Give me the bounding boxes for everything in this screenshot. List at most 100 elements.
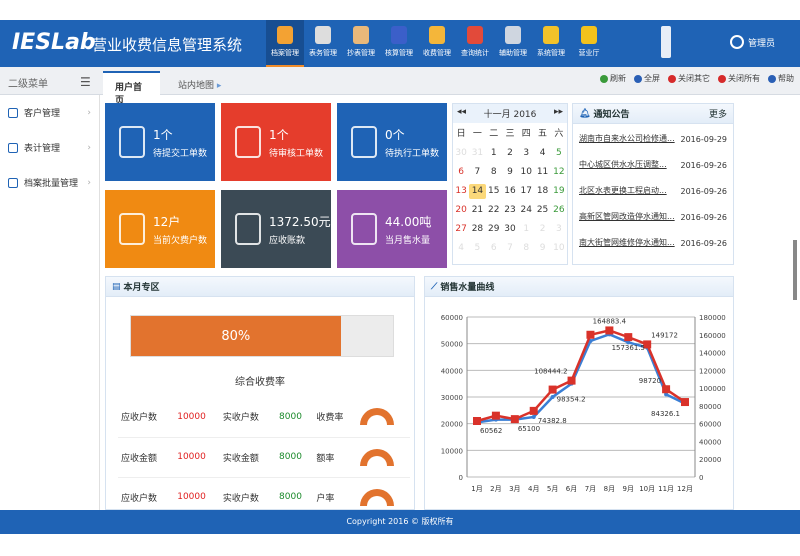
notice-link[interactable]: 南大街管网维修停水通知... bbox=[579, 238, 675, 247]
y-left-tick: 60000 bbox=[441, 314, 463, 322]
calendar-day[interactable]: 23 bbox=[504, 205, 516, 215]
calendar-day[interactable]: 10 bbox=[520, 167, 532, 177]
prev-month-button[interactable]: ◂◂ bbox=[457, 107, 467, 117]
stat-card[interactable]: 0个 待执行工单数 bbox=[337, 103, 447, 181]
notice-link[interactable]: 中心城区供水水压调整... bbox=[579, 160, 667, 169]
progress-label: 80% bbox=[221, 328, 251, 344]
calendar-day[interactable]: 9 bbox=[539, 243, 546, 253]
notice-item[interactable]: 高新区管网改造停水通知... 2016-09-26 bbox=[573, 204, 733, 230]
calendar-day[interactable]: 20 bbox=[455, 205, 467, 215]
calendar-day[interactable]: 12 bbox=[553, 167, 565, 177]
x-tick: 6月 bbox=[566, 485, 577, 493]
stat-card[interactable]: 12户 当前欠费户数 bbox=[105, 190, 215, 268]
stats-cell: 8000 bbox=[276, 397, 314, 438]
calendar-day[interactable]: 9 bbox=[507, 167, 513, 177]
notice-item[interactable]: 北区水表更换工程启动... 2016-09-26 bbox=[573, 178, 733, 204]
nav-item[interactable]: 查询统计 bbox=[456, 20, 494, 67]
close-tab-icon[interactable]: ▸ bbox=[216, 81, 222, 91]
nav-icon bbox=[353, 26, 369, 44]
calendar-day[interactable]: 7 bbox=[507, 243, 513, 253]
calendar-day[interactable]: 2 bbox=[507, 148, 513, 158]
calendar-day[interactable]: 18 bbox=[536, 186, 549, 196]
notice-link[interactable]: 高新区管网改造停水通知... bbox=[579, 212, 675, 221]
tool-button[interactable]: 帮助 bbox=[768, 73, 794, 84]
nav-item[interactable]: 档案管理 bbox=[266, 20, 304, 67]
calendar-day[interactable]: 5 bbox=[474, 243, 481, 253]
sidebar-item[interactable]: 客户管理 › bbox=[0, 95, 99, 130]
more-link[interactable]: 更多 bbox=[708, 110, 727, 120]
calendar-day[interactable]: 24 bbox=[520, 205, 532, 215]
card-value: 1个 bbox=[269, 127, 289, 142]
calendar-day[interactable]: 1 bbox=[490, 148, 497, 158]
calendar-day[interactable]: 3 bbox=[555, 224, 562, 234]
page-scrollbar[interactable] bbox=[793, 240, 797, 300]
calendar-day[interactable]: 25 bbox=[536, 205, 549, 215]
card-label: 应收账款 bbox=[269, 235, 306, 246]
notice-item[interactable]: 中心城区供水水压调整... 2016-09-26 bbox=[573, 152, 733, 178]
calendar-day[interactable]: 11 bbox=[536, 167, 549, 177]
calendar-day[interactable]: 4 bbox=[458, 243, 464, 253]
stat-card[interactable]: 1372.50元 应收账款 bbox=[221, 190, 331, 268]
nav-item[interactable]: 营业厅 bbox=[570, 20, 608, 67]
tool-button[interactable]: 全屏 bbox=[634, 73, 660, 84]
nav-item[interactable]: 抄表管理 bbox=[342, 20, 380, 67]
x-tick: 4月 bbox=[528, 485, 539, 493]
calendar-day[interactable]: 16 bbox=[504, 186, 516, 196]
sidebar-item[interactable]: 表计管理 › bbox=[0, 130, 99, 165]
nav-scroll-button[interactable] bbox=[661, 26, 671, 58]
calendar-day[interactable]: 27 bbox=[455, 224, 467, 234]
data-point bbox=[624, 333, 633, 342]
user-menu[interactable]: 管理员 bbox=[730, 35, 775, 49]
calendar-day[interactable]: 8 bbox=[490, 167, 497, 177]
calendar-day[interactable]: 10 bbox=[553, 243, 565, 253]
calendar-day[interactable]: 31 bbox=[471, 148, 484, 158]
calendar-day[interactable]: 13 bbox=[455, 186, 467, 196]
nav-item[interactable]: 辅助管理 bbox=[494, 20, 532, 67]
calendar-day[interactable]: 19 bbox=[553, 186, 565, 196]
calendar-day[interactable]: 28 bbox=[471, 224, 484, 234]
sidebar-item[interactable]: 档案批量管理 › bbox=[0, 165, 99, 200]
notice-link[interactable]: 湖南市自来水公司检修通... bbox=[579, 134, 675, 143]
calendar-day[interactable]: 30 bbox=[455, 148, 467, 158]
calendar-day[interactable]: 26 bbox=[553, 205, 565, 215]
stat-card[interactable]: 1个 待审核工单数 bbox=[221, 103, 331, 181]
tool-button[interactable]: 刷新 bbox=[600, 73, 626, 84]
nav-item[interactable]: 表务管理 bbox=[304, 20, 342, 67]
calendar-day[interactable]: 5 bbox=[555, 148, 562, 158]
nav-item[interactable]: 收费管理 bbox=[418, 20, 456, 67]
menu-toggle-icon[interactable]: ☰ bbox=[80, 75, 91, 89]
calendar-day[interactable]: 6 bbox=[490, 243, 497, 253]
calendar-day[interactable]: 2 bbox=[539, 224, 546, 234]
calendar-day[interactable]: 1 bbox=[523, 224, 530, 234]
nav-item[interactable]: 核算管理 bbox=[380, 20, 418, 67]
stat-card[interactable]: 1个 待提交工单数 bbox=[105, 103, 215, 181]
calendar-day[interactable]: 8 bbox=[523, 243, 530, 253]
nav-item[interactable]: 系统管理 bbox=[532, 20, 570, 67]
calendar-day[interactable]: 4 bbox=[539, 148, 546, 158]
notice-item[interactable]: 南大街管网维修停水通知... 2016-09-26 bbox=[573, 230, 733, 256]
calendar-day[interactable]: 30 bbox=[504, 224, 516, 234]
tool-icon bbox=[768, 74, 776, 83]
calendar-day[interactable]: 7 bbox=[474, 167, 481, 177]
calendar-day[interactable]: 6 bbox=[458, 167, 464, 177]
data-label: 157361.5 bbox=[612, 344, 645, 352]
calendar-day[interactable]: 14 bbox=[469, 184, 486, 199]
calendar-day[interactable]: 3 bbox=[523, 148, 530, 158]
calendar-day[interactable]: 17 bbox=[520, 186, 532, 196]
notice-item[interactable]: 湖南市自来水公司检修通... 2016-09-29 bbox=[573, 126, 733, 152]
tab-sitemap[interactable]: 站内地图 ▸ bbox=[166, 71, 233, 95]
tool-button[interactable]: 关闭所有 bbox=[718, 73, 760, 84]
calendar-day[interactable]: 22 bbox=[487, 205, 500, 215]
notice-date: 2016-09-26 bbox=[680, 212, 728, 222]
notice-link[interactable]: 北区水表更换工程启动... bbox=[579, 186, 667, 195]
stats-table: 应收户数 10000 实收户数 8000 收费率 应收金额 10000 实收金额 8000 额率应… bbox=[118, 397, 410, 518]
tab-home[interactable]: 用户首页 bbox=[103, 71, 160, 106]
tab-label: 站内地图 bbox=[178, 81, 215, 91]
stat-card[interactable]: 44.00吨 当月售水量 bbox=[337, 190, 447, 268]
calendar-day[interactable]: 15 bbox=[487, 186, 500, 196]
tool-button[interactable]: 关闭其它 bbox=[668, 73, 710, 84]
next-month-button[interactable]: ▸▸ bbox=[553, 107, 563, 117]
calendar-day[interactable]: 29 bbox=[487, 224, 500, 234]
main-nav: 档案管理 表务管理 抄表管理 核算管理 收费管理 查询统计 辅助管理 系统管理 营业厅 bbox=[266, 20, 608, 67]
calendar-day[interactable]: 21 bbox=[471, 205, 484, 215]
